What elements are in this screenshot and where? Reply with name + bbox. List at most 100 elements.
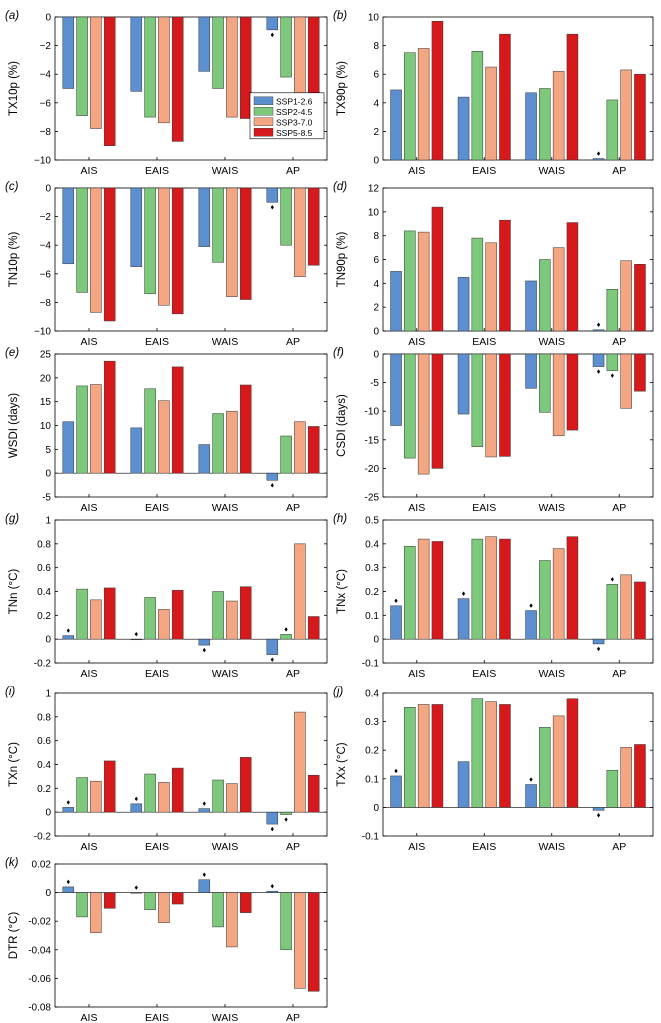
bar-ssp5-85-ap	[634, 73, 646, 161]
bar-ssp1-26-eais	[130, 187, 143, 267]
bar-ssp3-70-eais	[158, 16, 170, 124]
y-tick-label: -10	[365, 407, 380, 418]
bar-ssp2-45-ais	[76, 892, 88, 918]
bar-ssp2-45-ap	[280, 187, 292, 246]
y-axis-label: CSDI (days)	[336, 394, 348, 457]
x-tick-label: WAIS	[539, 841, 565, 853]
y-tick-label: 1	[45, 689, 51, 700]
bar-ssp2-45-ap	[606, 584, 619, 640]
y-tick-label: 8	[373, 41, 379, 52]
y-tick-label: 5	[45, 445, 51, 456]
bar-ssp5-85-wais	[239, 586, 252, 640]
y-axis-label: TXn (°C)	[8, 742, 20, 787]
y-tick-label: 0.4	[37, 587, 51, 598]
bar-ssp1-26-ap	[592, 353, 605, 367]
x-tick-label: EAIS	[472, 841, 496, 853]
bar-ssp3-70-ap	[294, 16, 306, 105]
bar-ssp3-70-wais	[552, 71, 565, 161]
bar-ssp2-45-ais	[76, 16, 88, 116]
bar-ssp2-45-eais	[471, 353, 484, 447]
bar-ssp5-85-eais	[499, 219, 511, 332]
bar-ssp2-45-wais	[212, 779, 224, 813]
bar-ssp2-45-wais	[212, 413, 224, 474]
x-tick-label: AIS	[81, 336, 98, 348]
bar-ssp2-45-eais	[471, 538, 484, 640]
significance-marker	[529, 603, 533, 608]
bar-ssp5-85-wais	[239, 757, 252, 813]
bar-ssp2-45-ap	[280, 811, 292, 815]
bar-ssp3-70-ap	[620, 747, 632, 808]
legend-entry: SSP5-8.5	[276, 128, 313, 138]
bar-ssp2-45-ais	[404, 707, 416, 808]
x-tick-label: EAIS	[145, 336, 169, 348]
bar-ssp2-45-eais	[144, 597, 156, 640]
x-tick-label: AIS	[81, 668, 98, 680]
bar-ssp1-26-ais	[62, 187, 75, 265]
bar-ssp2-45-wais	[212, 591, 224, 640]
x-tick-label: AP	[286, 1012, 300, 1023]
bar-ssp2-45-eais	[144, 187, 156, 295]
bar-ssp1-26-ais	[62, 886, 75, 893]
bar-ssp5-85-ap	[307, 616, 320, 640]
y-tick-label: −8	[40, 298, 52, 309]
bar-ssp1-26-ap	[266, 811, 279, 825]
bar-ssp3-70-eais	[158, 782, 170, 813]
y-tick-label: 0	[45, 808, 51, 819]
significance-marker	[610, 577, 614, 582]
bar-ssp1-26-ais	[62, 16, 75, 89]
x-tick-label: EAIS	[145, 502, 169, 514]
bar-ssp1-26-ais	[390, 89, 402, 161]
panel-d: 0 2 4 6 8 10 12 AIS EAIS WAIS AP (d) TN90p (%)	[333, 181, 654, 348]
y-axis-label: TNn (°C)	[8, 569, 20, 615]
bar-ssp1-26-ais	[62, 635, 75, 640]
bar-ssp5-85-ap	[307, 892, 320, 992]
y-tick-label: -0.08	[28, 1003, 51, 1014]
significance-marker	[596, 646, 601, 652]
x-tick-label: AIS	[81, 841, 98, 853]
y-tick-label: 0.2	[365, 746, 379, 757]
y-tick-label: 0.2	[37, 784, 51, 795]
panel-label: (k)	[5, 857, 19, 869]
bar-ssp1-26-eais	[130, 892, 143, 894]
x-tick-label: AP	[286, 165, 300, 177]
y-tick-label: 0	[373, 156, 379, 167]
panel-label: (e)	[5, 347, 19, 359]
significance-marker	[134, 631, 138, 637]
bar-ssp1-26-wais	[198, 638, 211, 646]
y-tick-label: −4	[40, 70, 52, 81]
bar-ssp3-70-ap	[620, 260, 632, 332]
x-tick-label: AIS	[408, 668, 425, 680]
panel-label: (i)	[5, 686, 15, 698]
significance-marker	[202, 872, 206, 877]
y-axis-label: TN10p (%)	[8, 232, 20, 288]
bar-ssp1-26-ais	[390, 605, 402, 640]
significance-marker	[284, 817, 288, 822]
significance-marker	[270, 826, 274, 832]
bar-ssp2-45-eais	[144, 388, 156, 474]
panel-c: 0 −2 −4 −6 −8 −10 AIS EAIS WAIS AP (c) TN10p (%)	[5, 181, 328, 348]
significance-marker	[529, 777, 533, 782]
y-tick-label: 0.4	[365, 539, 379, 550]
y-tick-label: -5	[370, 378, 379, 389]
bar-ssp3-70-wais	[552, 353, 565, 437]
y-tick-label: 0.3	[365, 717, 379, 728]
y-tick-label: 0.5	[365, 516, 379, 527]
bar-ssp3-70-eais	[485, 536, 497, 640]
bar-ssp3-70-ais	[90, 187, 102, 313]
bar-ssp1-26-eais	[457, 353, 470, 415]
bar-ssp5-85-wais	[566, 33, 579, 161]
bar-ssp3-70-ap	[294, 711, 306, 813]
y-tick-label: -0.1	[362, 832, 380, 843]
bar-ssp3-70-wais	[552, 715, 565, 808]
bar-ssp1-26-wais	[198, 879, 211, 893]
bar-ssp2-45-eais	[144, 892, 156, 911]
significance-marker	[66, 879, 70, 885]
bar-ssp2-45-ais	[404, 545, 416, 640]
bar-ssp2-45-ap	[280, 16, 292, 78]
y-axis-label: TX10p (%)	[8, 61, 20, 116]
bar-ssp5-85-ais	[431, 704, 444, 808]
bar-ssp3-70-wais	[226, 410, 238, 474]
y-axis-label: TXx (°C)	[336, 742, 348, 786]
bar-ssp2-45-ap	[280, 435, 292, 474]
